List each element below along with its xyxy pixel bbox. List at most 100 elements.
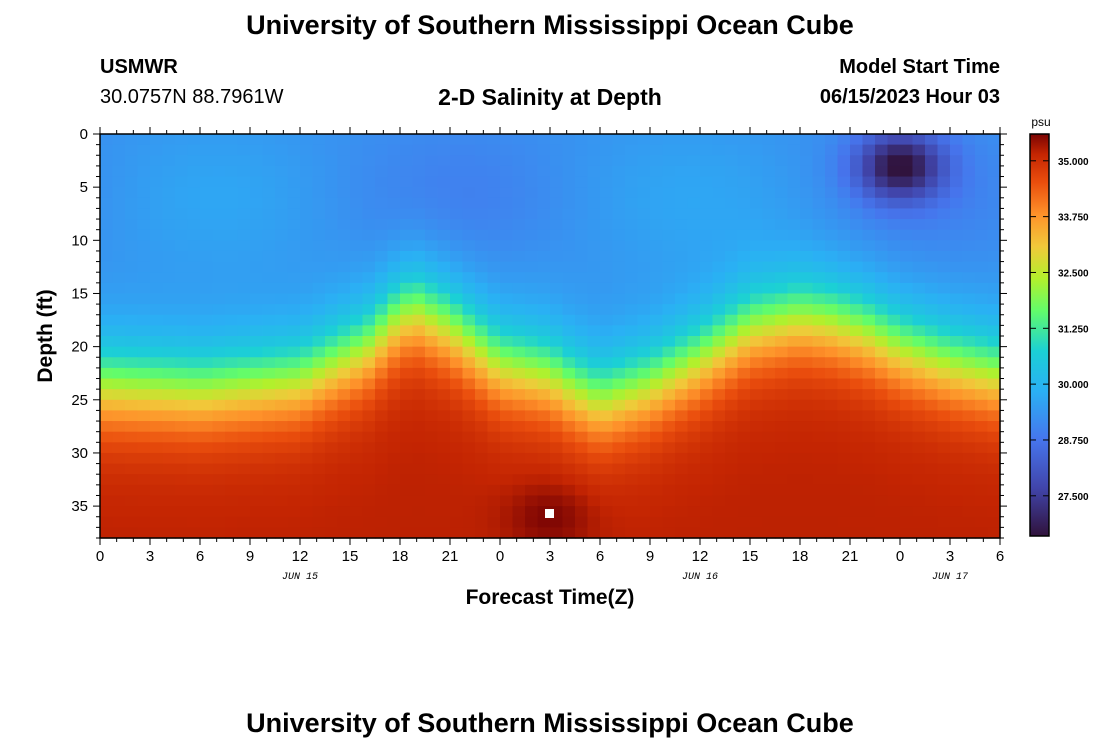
heatmap-cell <box>687 197 701 210</box>
heatmap-cell <box>287 357 301 369</box>
heatmap-cell <box>637 389 651 401</box>
heatmap-cell <box>225 250 239 263</box>
heatmap-cell <box>437 431 451 443</box>
heatmap-cell <box>187 165 201 178</box>
heatmap-cell <box>937 357 951 369</box>
heatmap-cell <box>400 304 414 316</box>
x-tick-label: 6 <box>596 548 604 565</box>
heatmap-cell <box>850 495 864 507</box>
heatmap-cell <box>425 314 439 326</box>
heatmap-cell <box>687 134 701 146</box>
heatmap-cell <box>925 452 939 465</box>
heatmap-cell <box>150 282 164 295</box>
heatmap-cell <box>300 346 314 358</box>
heatmap-cell <box>212 421 226 433</box>
heatmap-cell <box>800 431 814 443</box>
heatmap-cell <box>350 304 364 316</box>
heatmap-cell <box>100 282 114 295</box>
heatmap-cell <box>937 495 951 507</box>
heatmap-cell <box>337 378 351 390</box>
heatmap-cell <box>537 346 551 358</box>
heatmap-cell <box>862 272 876 284</box>
heatmap-cell <box>312 527 326 539</box>
heatmap-cell <box>750 272 764 284</box>
heatmap-cell <box>250 219 264 231</box>
heatmap-cell <box>375 378 389 390</box>
heatmap-cell <box>350 474 364 486</box>
heatmap-cell <box>450 367 464 380</box>
heatmap-cell <box>475 219 489 231</box>
y-tick-label: 0 <box>80 126 88 143</box>
heatmap-cell <box>600 463 614 475</box>
heatmap-cell <box>175 410 189 422</box>
heatmap-cell <box>287 452 301 465</box>
heatmap-cell <box>362 240 376 252</box>
colorbar-tick-label: 28.750 <box>1058 436 1089 447</box>
heatmap-cell <box>275 484 289 497</box>
heatmap-cell <box>187 495 201 507</box>
heatmap-cell <box>862 452 876 465</box>
heatmap-cell <box>250 293 264 305</box>
heatmap-cell <box>412 272 426 284</box>
heatmap-cell <box>725 240 739 252</box>
heatmap-cell <box>600 325 614 337</box>
heatmap-cell <box>575 165 589 178</box>
heatmap-cell <box>750 261 764 273</box>
heatmap-cell <box>775 527 789 539</box>
heatmap-cell <box>375 357 389 369</box>
heatmap-cell <box>650 272 664 284</box>
heatmap-cell <box>625 304 639 316</box>
heatmap-cell <box>325 336 339 348</box>
heatmap-cell <box>462 250 476 263</box>
heatmap-cell <box>300 144 314 156</box>
heatmap-cell <box>250 452 264 465</box>
heatmap-cell <box>287 176 301 188</box>
heatmap-cell <box>600 229 614 241</box>
heatmap-cell <box>625 134 639 146</box>
heatmap-cell <box>350 187 364 199</box>
heatmap-cell <box>800 272 814 284</box>
heatmap-cell <box>762 314 776 326</box>
heatmap-cell <box>400 134 414 146</box>
heatmap-cell <box>187 357 201 369</box>
heatmap-cell <box>425 325 439 337</box>
heatmap-cell <box>725 346 739 358</box>
heatmap-cell <box>962 250 976 263</box>
heatmap-cell <box>437 293 451 305</box>
heatmap-cell <box>725 389 739 401</box>
heatmap-cell <box>150 484 164 497</box>
heatmap-cell <box>562 421 576 433</box>
heatmap-cell <box>275 378 289 390</box>
heatmap-cell <box>362 357 376 369</box>
heatmap-cell <box>925 431 939 443</box>
heatmap-cell <box>475 304 489 316</box>
heatmap-cell <box>850 367 864 380</box>
heatmap-cell <box>812 367 826 380</box>
heatmap-cell <box>737 431 751 443</box>
heatmap-cell <box>800 134 814 146</box>
heatmap-cell <box>575 378 589 390</box>
heatmap-cell <box>975 282 989 295</box>
heatmap-cell <box>187 240 201 252</box>
heatmap-cell <box>750 187 764 199</box>
heatmap-cell <box>775 399 789 412</box>
heatmap-cell <box>625 452 639 465</box>
heatmap-cell <box>162 304 176 316</box>
heatmap-cell <box>212 527 226 539</box>
heatmap-cell <box>550 410 564 422</box>
heatmap-cell <box>300 442 314 454</box>
heatmap-cell <box>225 229 239 241</box>
heatmap-cell <box>512 506 526 518</box>
heatmap-cell <box>112 176 126 188</box>
heatmap-cell <box>912 282 926 295</box>
heatmap-cell <box>675 506 689 518</box>
heatmap-cell <box>400 187 414 199</box>
heatmap-cell <box>487 421 501 433</box>
heatmap-cell <box>725 421 739 433</box>
heatmap-cell <box>287 474 301 486</box>
heatmap-cell <box>125 282 139 295</box>
heatmap-cell <box>237 197 251 210</box>
heatmap-cell <box>437 229 451 241</box>
heatmap-cell <box>287 314 301 326</box>
heatmap-cell <box>462 389 476 401</box>
